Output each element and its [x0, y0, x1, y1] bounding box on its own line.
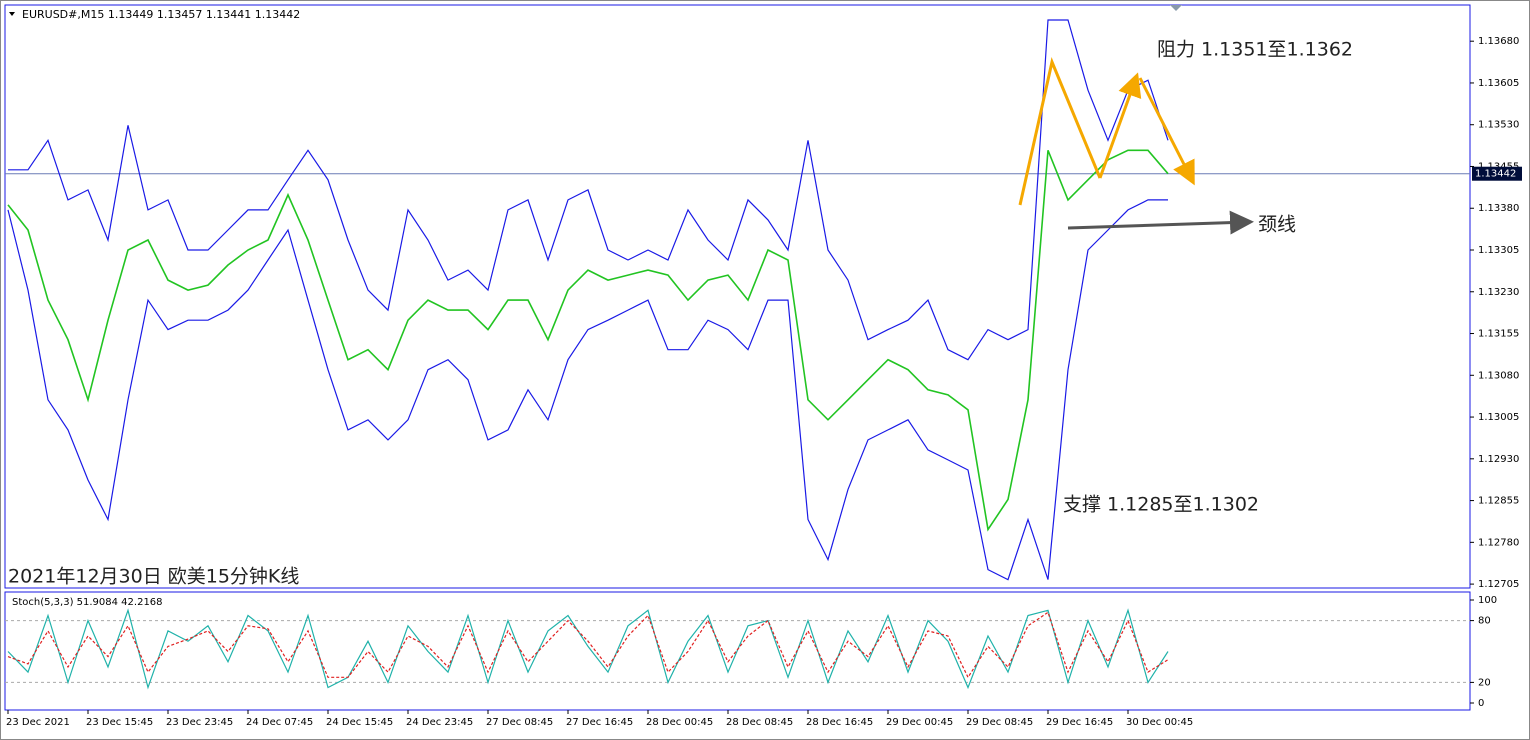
x-tick-label: 24 Dec 07:45 — [246, 717, 313, 728]
pattern-arrow — [1098, 72, 1142, 179]
stoch-panel — [4, 591, 1471, 711]
annotation: 颈线 — [1258, 214, 1296, 236]
y-tick-label: 1.13530 — [1478, 120, 1519, 131]
series-line — [7, 199, 1168, 581]
y-tick-label: 1.13380 — [1478, 203, 1519, 214]
current-price-box — [1472, 166, 1522, 181]
series-line — [7, 611, 1169, 679]
y-tick-label: 20 — [1478, 677, 1491, 688]
neckline-arrow — [1067, 210, 1254, 235]
chart-title: EURUSD#,M15 1.13449 1.13457 1.13441 1.13… — [22, 8, 300, 21]
y-tick-label: 0 — [1478, 698, 1484, 709]
x-tick-label: 30 Dec 00:45 — [1126, 717, 1193, 728]
shift-marker — [1170, 5, 1182, 11]
y-tick-label: 1.13230 — [1478, 287, 1519, 298]
x-tick-label: 29 Dec 08:45 — [966, 717, 1033, 728]
x-tick-label: 23 Dec 2021 — [6, 717, 70, 728]
x-tick-label: 28 Dec 08:45 — [726, 717, 793, 728]
x-tick-label: 24 Dec 15:45 — [326, 717, 393, 728]
x-tick-label: 24 Dec 23:45 — [406, 717, 473, 728]
y-tick-label: 1.13680 — [1478, 36, 1519, 47]
title-icon — [9, 12, 15, 16]
y-tick-label: 1.12855 — [1478, 496, 1519, 507]
current-price-label: 1.13442 — [1475, 169, 1516, 180]
price-panel — [4, 4, 1471, 589]
stoch-title: Stoch(5,3,3) 51.9084 42.2168 — [12, 597, 163, 608]
x-tick-label: 27 Dec 16:45 — [566, 717, 633, 728]
series-line — [8, 19, 1169, 361]
y-tick-label: 1.13605 — [1478, 78, 1519, 89]
y-tick-label: 1.13005 — [1478, 412, 1519, 423]
x-tick-label: 29 Dec 16:45 — [1046, 717, 1113, 728]
pattern-line — [1018, 57, 1102, 206]
x-tick-label: 23 Dec 15:45 — [86, 717, 153, 728]
series-line — [7, 149, 1169, 532]
x-tick-label: 23 Dec 23:45 — [166, 717, 233, 728]
y-tick-label: 1.12780 — [1478, 537, 1519, 548]
y-tick-label: 100 — [1478, 595, 1497, 606]
pattern-arrow — [1138, 77, 1195, 186]
y-tick-label: 1.13155 — [1478, 329, 1519, 340]
y-tick-label: 1.12930 — [1478, 454, 1519, 465]
x-tick-label: 27 Dec 08:45 — [486, 717, 553, 728]
x-tick-label: 28 Dec 00:45 — [646, 717, 713, 728]
x-tick-label: 29 Dec 00:45 — [886, 717, 953, 728]
y-tick-label: 80 — [1478, 616, 1491, 627]
y-tick-label: 1.13080 — [1478, 370, 1519, 381]
y-tick-label: 1.12705 — [1478, 579, 1519, 590]
annotation: 2021年12月30日 欧美15分钟K线 — [8, 566, 299, 588]
y-tick-label: 1.13305 — [1478, 245, 1519, 256]
annotation: 支撑 1.1285至1.1302 — [1063, 494, 1259, 516]
annotation: 阻力 1.1351至1.1362 — [1157, 39, 1353, 61]
x-tick-label: 28 Dec 16:45 — [806, 717, 873, 728]
series-line — [7, 608, 1169, 690]
